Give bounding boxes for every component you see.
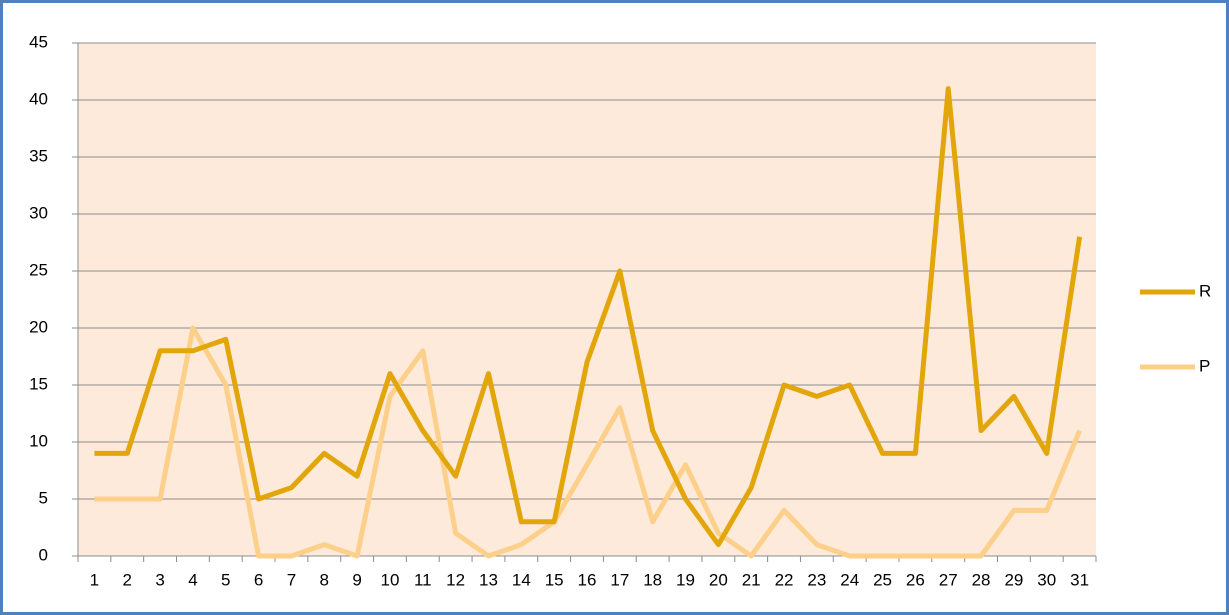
series-line [94, 325, 1082, 559]
legend-label: P [1199, 356, 1210, 375]
x-tick-label: 25 [873, 570, 892, 589]
y-tick-label: 5 [39, 488, 48, 507]
x-tick-label: 27 [939, 570, 958, 589]
x-tick-label: 18 [643, 570, 662, 589]
x-tick-label: 5 [221, 570, 230, 589]
series-line [94, 86, 1083, 548]
y-tick-label: 35 [29, 146, 48, 165]
x-tick-label: 21 [742, 570, 761, 589]
x-tick-label: 2 [123, 570, 132, 589]
x-tick-label: 26 [906, 570, 925, 589]
x-tick-label: 28 [972, 570, 991, 589]
x-tick-label: 6 [254, 570, 263, 589]
x-tick-label: 8 [320, 570, 329, 589]
x-tick-label: 14 [512, 570, 531, 589]
y-tick-label: 15 [29, 374, 48, 393]
x-tick-label: 12 [446, 570, 465, 589]
x-tick-label: 20 [709, 570, 728, 589]
x-tick-label: 11 [414, 570, 432, 589]
y-tick-label: 20 [29, 317, 48, 336]
y-tick-label: 30 [29, 203, 48, 222]
x-tick-label: 9 [352, 570, 361, 589]
y-tick-label: 45 [29, 32, 48, 51]
x-tick-label: 30 [1037, 570, 1056, 589]
x-tick-label: 19 [676, 570, 695, 589]
x-tick-label: 24 [840, 570, 859, 589]
y-tick-label: 25 [29, 260, 48, 279]
y-tick-label: 40 [29, 89, 48, 108]
y-tick-label: 0 [39, 545, 48, 564]
x-tick-label: 3 [155, 570, 164, 589]
legend-label: R [1199, 281, 1211, 300]
x-tick-label: 1 [90, 570, 99, 589]
x-tick-label: 10 [381, 570, 400, 589]
x-tick-label: 29 [1004, 570, 1023, 589]
x-tick-label: 15 [545, 570, 564, 589]
x-tick-label: 13 [479, 570, 498, 589]
x-tick-label: 23 [807, 570, 826, 589]
plot-area [78, 43, 1096, 556]
x-tick-label: 17 [610, 570, 629, 589]
x-tick-label: 7 [287, 570, 296, 589]
x-tick-label: 31 [1070, 570, 1089, 589]
x-tick-label: 4 [188, 570, 197, 589]
x-tick-label: 16 [578, 570, 597, 589]
x-tick-label: 22 [775, 570, 794, 589]
y-tick-label: 10 [29, 431, 48, 450]
